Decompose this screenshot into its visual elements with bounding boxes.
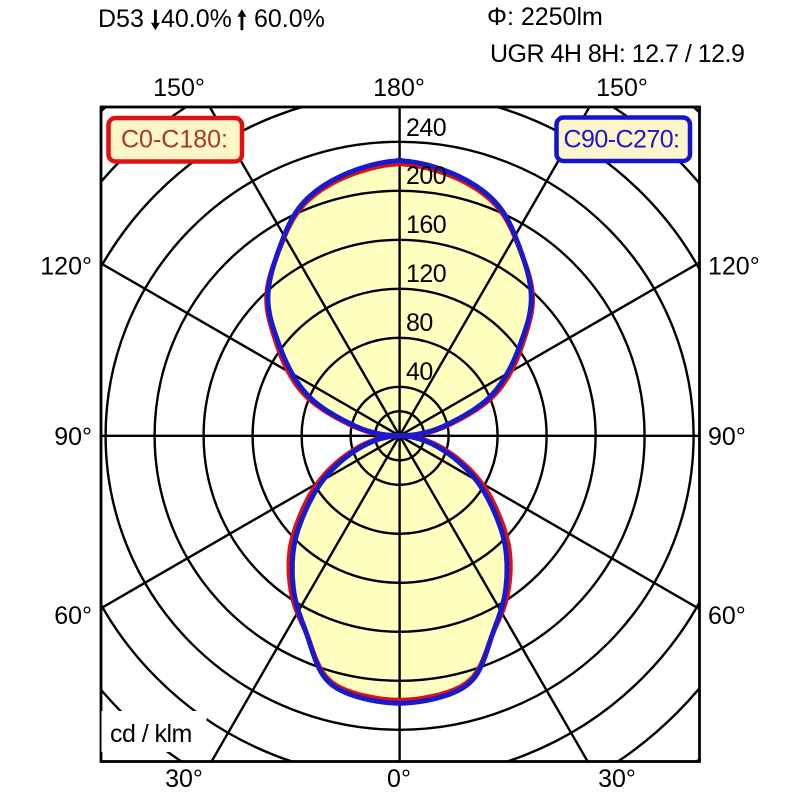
svg-text:60°: 60° bbox=[54, 602, 92, 630]
svg-text:C0-C180:: C0-C180: bbox=[121, 126, 228, 154]
svg-text:0°: 0° bbox=[387, 765, 411, 793]
svg-text:40: 40 bbox=[406, 358, 433, 386]
svg-text:120: 120 bbox=[406, 260, 446, 288]
svg-text:30°: 30° bbox=[598, 765, 636, 793]
svg-text:180°: 180° bbox=[373, 74, 425, 102]
svg-text:D53: D53 bbox=[98, 5, 144, 33]
svg-text:cd / klm: cd / klm bbox=[110, 720, 192, 748]
svg-text:60.0%: 60.0% bbox=[254, 5, 325, 33]
svg-text:160: 160 bbox=[406, 211, 446, 239]
svg-text:UGR 4H 8H: 12.7 / 12.9: UGR 4H 8H: 12.7 / 12.9 bbox=[490, 40, 744, 68]
svg-text:Φ: 2250lm: Φ: 2250lm bbox=[487, 3, 603, 31]
svg-text:240: 240 bbox=[406, 114, 446, 142]
svg-text:120°: 120° bbox=[708, 253, 760, 281]
svg-text:60°: 60° bbox=[708, 602, 746, 630]
svg-text:120°: 120° bbox=[40, 253, 92, 281]
svg-text:200: 200 bbox=[406, 162, 446, 190]
svg-text:80: 80 bbox=[406, 309, 433, 337]
svg-text:90°: 90° bbox=[708, 423, 746, 451]
svg-text:40.0%: 40.0% bbox=[161, 5, 232, 33]
svg-text:90°: 90° bbox=[54, 423, 92, 451]
svg-text:30°: 30° bbox=[165, 765, 203, 793]
svg-text:150°: 150° bbox=[596, 74, 648, 102]
svg-text:150°: 150° bbox=[153, 74, 205, 102]
svg-text:C90-C270:: C90-C270: bbox=[564, 126, 680, 154]
